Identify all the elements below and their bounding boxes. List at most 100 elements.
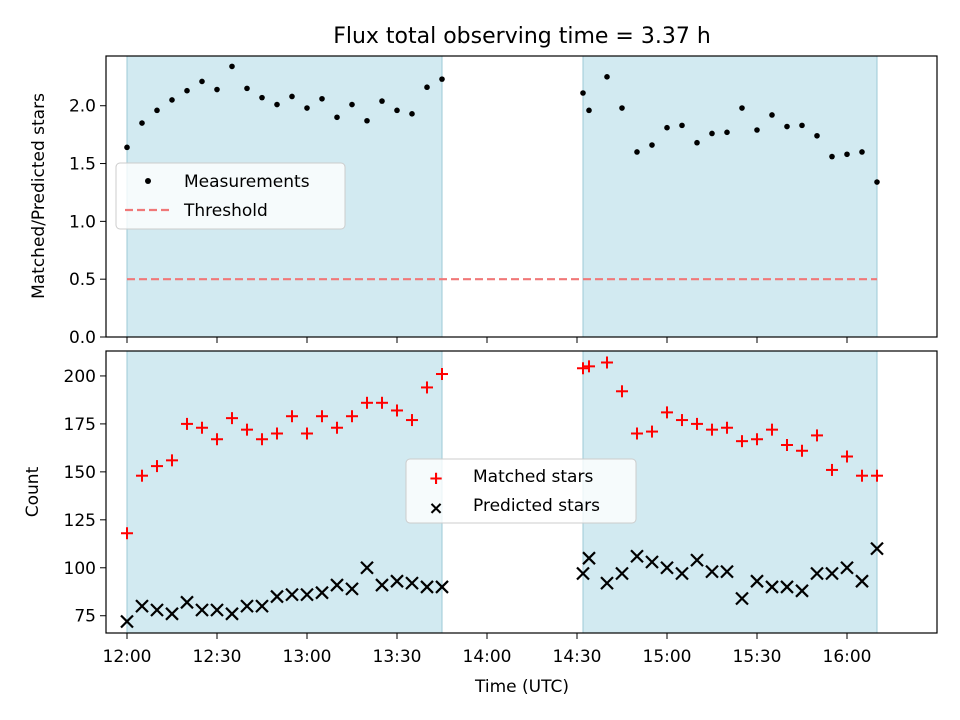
xtick-label: 12:00 (103, 647, 152, 667)
predicted-stars-point (240, 599, 254, 613)
xtick-label: 15:30 (733, 647, 782, 667)
measurements-point (754, 127, 760, 133)
xtick-label: 13:30 (373, 647, 422, 667)
measurements-point (769, 112, 775, 118)
bottom-ytick-label: 200 (64, 367, 96, 387)
predicted-stars-point (810, 566, 824, 581)
legend-matched-label: Matched stars (473, 467, 593, 487)
predicted-stars-point (315, 585, 329, 600)
matched-stars-point (316, 410, 328, 423)
top-ytick-label: 1.5 (69, 155, 96, 175)
matched-stars-point (676, 414, 688, 427)
predicted-stars-point (270, 589, 284, 604)
predicted-stars-point (180, 595, 194, 610)
top-panel: 0.0 0.5 1.0 1.5 2.0 (69, 55, 938, 348)
matched-stars-point (871, 469, 883, 482)
matched-stars-point (766, 423, 778, 436)
predicted-stars-point (225, 607, 239, 621)
measurements-point (364, 117, 370, 124)
matched-stars-point (796, 444, 808, 457)
measurements-point (289, 93, 295, 100)
xtick-label: 14:00 (463, 647, 512, 667)
top-ytick-label: 0.5 (69, 270, 96, 290)
matched-stars-point (601, 356, 613, 369)
top-ytick-label: 0.0 (69, 328, 96, 348)
measurements-point (409, 111, 415, 117)
matched-stars-point (616, 385, 628, 398)
matched-stars-point (301, 427, 313, 440)
legend-measurements-marker (145, 178, 151, 184)
measurements-point (709, 130, 715, 137)
matched-stars-point (136, 469, 148, 482)
bottom-legend-box (405, 458, 637, 524)
predicted-stars-point (870, 541, 884, 556)
matched-stars-point (706, 423, 718, 436)
measurements-point (229, 63, 235, 70)
predicted-stars-point (576, 566, 590, 581)
top-observing-window-1 (582, 55, 878, 338)
measurements-point (586, 107, 592, 114)
measurements-point (634, 149, 640, 155)
matched-stars-point (751, 433, 763, 446)
measurements-point (859, 149, 865, 155)
predicted-stars-point (135, 599, 149, 613)
measurements-point (679, 122, 685, 129)
measurements-point (439, 76, 445, 82)
measurements-point (274, 101, 280, 108)
predicted-stars-point (255, 599, 269, 613)
predicted-stars-point (150, 603, 164, 617)
measurements-point (124, 144, 130, 151)
predicted-stars-point (795, 584, 809, 598)
predicted-stars-point (645, 555, 659, 569)
legend-measurements-label: Measurements (184, 172, 310, 192)
predicted-stars-point (420, 580, 434, 594)
predicted-stars-point (615, 566, 629, 581)
matched-stars-point (361, 396, 373, 409)
matched-stars-point (583, 360, 595, 373)
top-ylabel: Matched/Predicted stars (29, 93, 49, 299)
measurements-point (334, 114, 340, 121)
legend-predicted-label: Predicted stars (473, 496, 600, 516)
measurements-point (664, 124, 670, 131)
matched-stars-point (121, 527, 133, 540)
predicted-stars-point (120, 614, 134, 629)
predicted-stars-point (165, 607, 179, 621)
xtick-label: 15:00 (643, 647, 692, 667)
matched-stars-point (211, 433, 223, 446)
measurements-point (349, 101, 355, 108)
matched-stars-point (646, 425, 658, 438)
matched-stars-point (577, 362, 589, 375)
measurements-point (619, 105, 625, 111)
measurements-point (739, 105, 745, 111)
xtick-label: 16:00 (823, 647, 872, 667)
measurements-point (259, 94, 265, 101)
measurements-point (580, 90, 586, 96)
matched-stars-point (436, 368, 448, 381)
matched-stars-point (196, 421, 208, 434)
predicted-stars-point (390, 574, 404, 588)
matched-stars-point (346, 410, 358, 423)
bottom-observing-window-0 (126, 350, 443, 634)
measurements-point (304, 105, 310, 111)
legend-threshold-label: Threshold (183, 201, 268, 221)
xtick-label: 14:30 (553, 647, 602, 667)
bottom-ytick-label: 125 (64, 511, 96, 531)
measurements-point (394, 107, 400, 114)
predicted-stars-point (360, 560, 374, 575)
bottom-ytick-label: 100 (64, 559, 96, 579)
top-ytick-label: 1.0 (69, 212, 96, 232)
bottom-ylabel: Count (23, 466, 43, 517)
bottom-legend: + Matched stars × Predicted stars (405, 458, 637, 524)
xtick-label: 13:00 (283, 647, 332, 667)
predicted-stars-point (405, 576, 419, 590)
x-axis-label: Time (UTC) (474, 677, 569, 697)
matched-stars-point (271, 427, 283, 440)
matched-stars-point (856, 469, 868, 482)
top-ytick-label: 2.0 (69, 97, 96, 117)
legend-matched-marker: + (428, 468, 443, 489)
matched-stars-point (241, 423, 253, 436)
measurements-point (694, 139, 700, 146)
matched-stars-point (841, 450, 853, 463)
measurements-point (604, 74, 610, 80)
matched-stars-point (736, 435, 748, 448)
